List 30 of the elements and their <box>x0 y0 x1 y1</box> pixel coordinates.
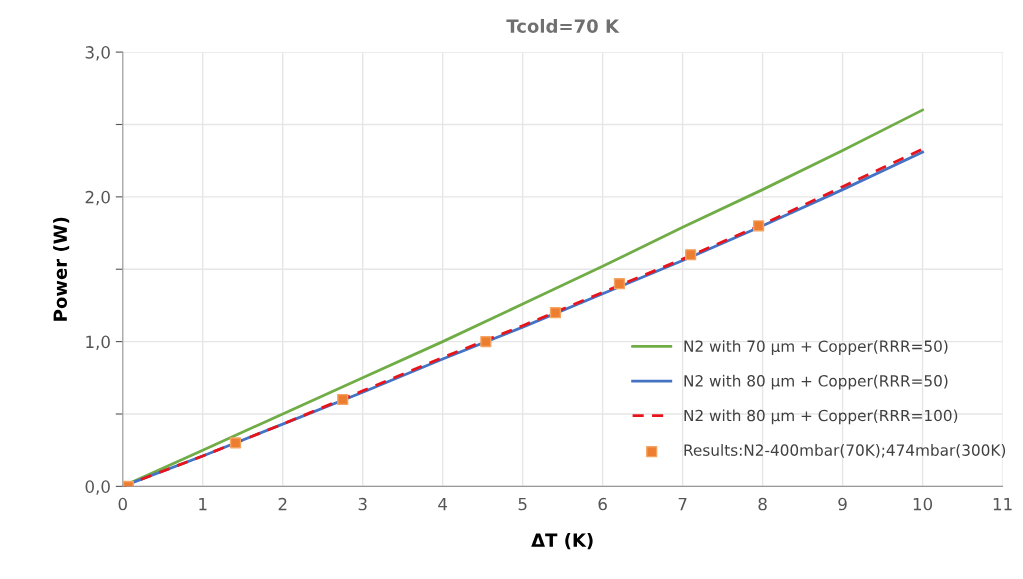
y-tick-label: 2,0 <box>85 190 110 206</box>
legend-label: N2 with 70 µm + Copper(RRR=50) <box>684 340 948 355</box>
legend-label: Results:N2-400mbar(70K);474mbar(300K) <box>684 444 1006 458</box>
x-tick-label: 9 <box>838 497 847 511</box>
y-tick-label: 1,0 <box>86 335 110 350</box>
point <box>685 249 697 261</box>
y-tick-label: 0,0 <box>85 480 110 495</box>
x-tick-label: 8 <box>758 497 767 511</box>
x-tick-label: 11 <box>993 497 1012 511</box>
point <box>337 393 349 406</box>
x-tick-label: 2 <box>278 497 287 511</box>
y-axis-title: Power (W) <box>53 217 70 321</box>
point <box>549 307 562 319</box>
y-tick-label: 3,0 <box>85 46 110 61</box>
x-tick-label: 7 <box>678 497 687 511</box>
point <box>752 220 765 232</box>
chart-title: Tcold=70 K <box>506 18 620 33</box>
point <box>613 278 626 290</box>
legend-label: N2 with 80 µm + Copper(RRR=100) <box>684 409 958 425</box>
x-tick-label: 1 <box>199 497 207 511</box>
x-tick-label: 5 <box>518 497 527 511</box>
point <box>229 437 242 449</box>
legend-label: N2 with 80 µm + Copper(RRR=50) <box>684 374 948 390</box>
x-tick-label: 10 <box>913 497 933 511</box>
x-tick-label: 0 <box>118 497 127 511</box>
x-tick-label: 6 <box>598 497 607 511</box>
x-axis-title: ΔT (K) <box>531 533 593 550</box>
x-tick-label: 4 <box>438 497 448 511</box>
point <box>480 336 492 348</box>
x-tick-label: 3 <box>358 497 367 511</box>
